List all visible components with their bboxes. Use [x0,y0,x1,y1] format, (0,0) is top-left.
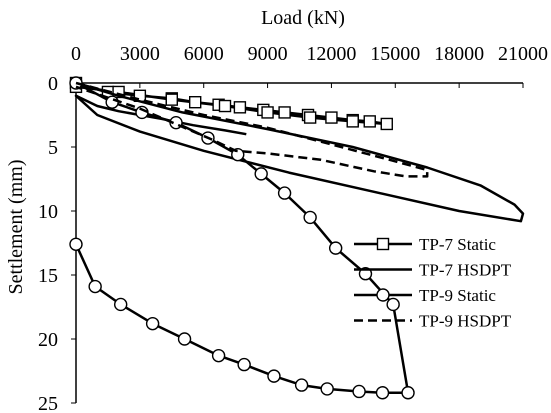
data-point [294,378,309,392]
legend: TP-7 Static TP-7 HSDPT TP-9 Static TP-9 HSD… [354,235,512,331]
legend-label: TP-7 HSDPT [419,261,512,280]
data-point [113,297,128,312]
x-axis-label: Load (kN) [261,7,345,29]
data-point [277,186,292,200]
series-tp-7-hsdpt [74,81,525,223]
data-point [177,332,192,346]
x-tick-label: 21000 [498,43,548,65]
data-point [233,101,247,114]
y-tick-label: 20 [38,329,58,351]
y-tick-label: 15 [38,265,58,287]
legend-marker [376,237,390,251]
data-point [303,210,317,225]
data-point [165,93,178,106]
x-tick-label: 15000 [370,43,420,65]
data-point [237,357,251,372]
data-point [325,111,338,124]
series-line-tp-9-static [74,81,410,395]
legend-marker [376,288,390,302]
legend-item-tp-9-static: TP-9 Static [354,286,496,305]
y-tick-label: 0 [48,73,58,95]
data-point [69,237,83,251]
data-point [211,348,226,363]
axes [71,82,524,404]
data-point [254,167,268,181]
x-tick-label: 18000 [434,43,484,65]
data-point [88,279,102,294]
x-tick-label: 9000 [248,43,288,65]
legend-label: TP-7 Static [419,235,496,254]
data-point [363,115,376,128]
legend-item-tp-7-hsdpt: TP-7 HSDPT [354,261,512,280]
data-point [401,386,415,400]
data-point [145,316,160,331]
legend-item-tp-9-hsdpt: TP-9 HSDPT [354,312,512,331]
data-point [386,297,400,312]
x-tick-label: 6000 [184,43,224,65]
data-point [218,99,232,113]
y-tick-label: 5 [48,137,58,159]
x-tick-label: 3000 [120,43,160,65]
legend-label: TP-9 HSDPT [419,312,512,331]
data-point [328,241,343,255]
y-tick-label: 25 [38,393,58,413]
legend-label: TP-9 Static [419,286,496,305]
data-point [112,85,125,99]
y-tick-label: 10 [38,201,58,223]
series-tp-9-static [69,76,415,400]
y-tick-labels: 0 5 10 15 20 25 [38,73,58,413]
legend-item-tp-7-static: TP-7 Static [354,235,496,254]
series-tp-9-hsdpt [75,81,429,178]
x-tick-label: 12000 [306,43,356,65]
data-point [380,117,393,131]
data-point [346,115,359,128]
series-line-tp-7-hsdpt [74,81,525,223]
y-axis-label: Settlement (mm) [5,160,27,295]
data-point [375,386,390,400]
data-point [278,106,291,119]
data-point [267,369,281,383]
data-point [303,111,317,124]
x-tick-label: 0 [71,43,81,65]
data-point [320,382,334,396]
x-tick-labels: 0 3000 6000 9000 12000 15000 18000 21000 [71,43,548,65]
data-point [261,106,274,119]
data-point [188,95,202,109]
data-point [352,384,366,399]
series-layer [69,76,525,400]
series-line-tp-9-hsdpt [75,81,429,178]
